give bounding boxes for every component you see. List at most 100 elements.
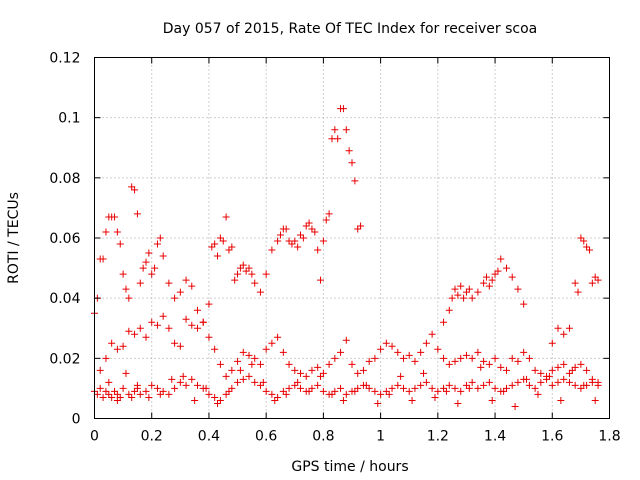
data-point bbox=[428, 384, 436, 392]
data-point bbox=[294, 243, 302, 251]
data-point bbox=[345, 147, 353, 155]
y-tick-label: 0.1 bbox=[58, 111, 80, 127]
data-point bbox=[102, 228, 110, 236]
data-point bbox=[308, 366, 316, 374]
data-points bbox=[91, 105, 602, 410]
y-tick-label: 0.08 bbox=[49, 171, 80, 187]
data-point bbox=[268, 339, 276, 347]
data-point bbox=[531, 384, 539, 392]
data-point bbox=[251, 354, 259, 362]
data-point bbox=[583, 366, 591, 374]
data-point bbox=[411, 357, 419, 365]
data-point bbox=[205, 333, 213, 341]
data-point bbox=[136, 279, 144, 287]
data-point bbox=[308, 384, 316, 392]
data-point bbox=[314, 246, 322, 254]
data-point bbox=[554, 378, 562, 386]
data-point bbox=[182, 315, 190, 323]
data-point bbox=[480, 381, 488, 389]
data-point bbox=[591, 273, 599, 281]
data-point bbox=[239, 348, 247, 356]
data-point bbox=[348, 159, 356, 167]
data-point bbox=[503, 384, 510, 392]
data-point bbox=[485, 378, 493, 386]
data-point bbox=[136, 390, 144, 398]
data-point bbox=[557, 396, 565, 404]
data-point bbox=[93, 390, 101, 398]
data-point bbox=[128, 393, 136, 401]
data-point bbox=[560, 375, 568, 383]
data-point bbox=[319, 237, 327, 245]
data-point bbox=[357, 222, 365, 230]
data-point bbox=[248, 360, 256, 368]
data-point bbox=[188, 321, 196, 329]
data-point bbox=[271, 396, 279, 404]
data-point bbox=[125, 390, 133, 398]
data-point bbox=[462, 381, 470, 389]
data-point bbox=[319, 387, 327, 395]
data-point bbox=[440, 354, 448, 362]
data-point bbox=[417, 348, 425, 356]
data-point bbox=[176, 288, 184, 296]
data-point bbox=[188, 282, 196, 290]
data-point bbox=[113, 390, 121, 398]
data-point bbox=[182, 276, 190, 284]
y-tick-label: 0.12 bbox=[49, 51, 80, 67]
data-point bbox=[325, 210, 333, 218]
data-point bbox=[222, 213, 230, 221]
data-point bbox=[440, 318, 448, 326]
data-point bbox=[171, 384, 179, 392]
data-point bbox=[291, 237, 299, 245]
data-point bbox=[468, 354, 476, 362]
data-point bbox=[568, 366, 576, 374]
data-point bbox=[422, 339, 430, 347]
data-point bbox=[242, 267, 250, 275]
data-point bbox=[397, 372, 405, 380]
data-point bbox=[577, 384, 585, 392]
data-point bbox=[565, 378, 573, 386]
data-point bbox=[591, 396, 599, 404]
data-point bbox=[428, 330, 436, 338]
data-point bbox=[485, 360, 493, 368]
data-point bbox=[488, 276, 496, 284]
data-point bbox=[491, 354, 499, 362]
data-point bbox=[305, 219, 313, 227]
data-point bbox=[494, 267, 502, 275]
data-point bbox=[577, 234, 585, 242]
data-point bbox=[508, 273, 516, 281]
data-point bbox=[102, 354, 110, 362]
data-point bbox=[480, 357, 488, 365]
data-point bbox=[554, 363, 562, 371]
data-point bbox=[348, 360, 356, 368]
data-point bbox=[297, 369, 304, 377]
data-point bbox=[354, 369, 362, 377]
data-point bbox=[448, 294, 456, 302]
data-point bbox=[431, 393, 439, 401]
data-point bbox=[291, 366, 299, 374]
data-point bbox=[417, 381, 425, 389]
x-tick-label: 1 bbox=[376, 429, 385, 445]
data-point bbox=[171, 294, 179, 302]
data-point bbox=[276, 231, 284, 239]
data-point bbox=[319, 369, 327, 377]
data-point bbox=[245, 351, 253, 359]
data-point bbox=[105, 378, 113, 386]
data-point bbox=[274, 237, 282, 245]
data-point bbox=[199, 318, 207, 326]
y-axis-label: ROTI / TECUs bbox=[6, 192, 22, 284]
data-point bbox=[194, 306, 201, 314]
data-point bbox=[465, 384, 473, 392]
data-point bbox=[331, 354, 339, 362]
data-point bbox=[228, 243, 236, 251]
data-point bbox=[405, 387, 413, 395]
gridlines bbox=[94, 57, 610, 419]
data-point bbox=[451, 384, 459, 392]
data-point bbox=[503, 366, 510, 374]
data-point bbox=[125, 327, 133, 335]
data-point bbox=[151, 264, 159, 272]
data-point bbox=[279, 348, 287, 356]
data-point bbox=[176, 342, 184, 350]
data-point bbox=[574, 288, 582, 296]
data-point bbox=[477, 363, 485, 371]
data-point bbox=[113, 396, 121, 404]
